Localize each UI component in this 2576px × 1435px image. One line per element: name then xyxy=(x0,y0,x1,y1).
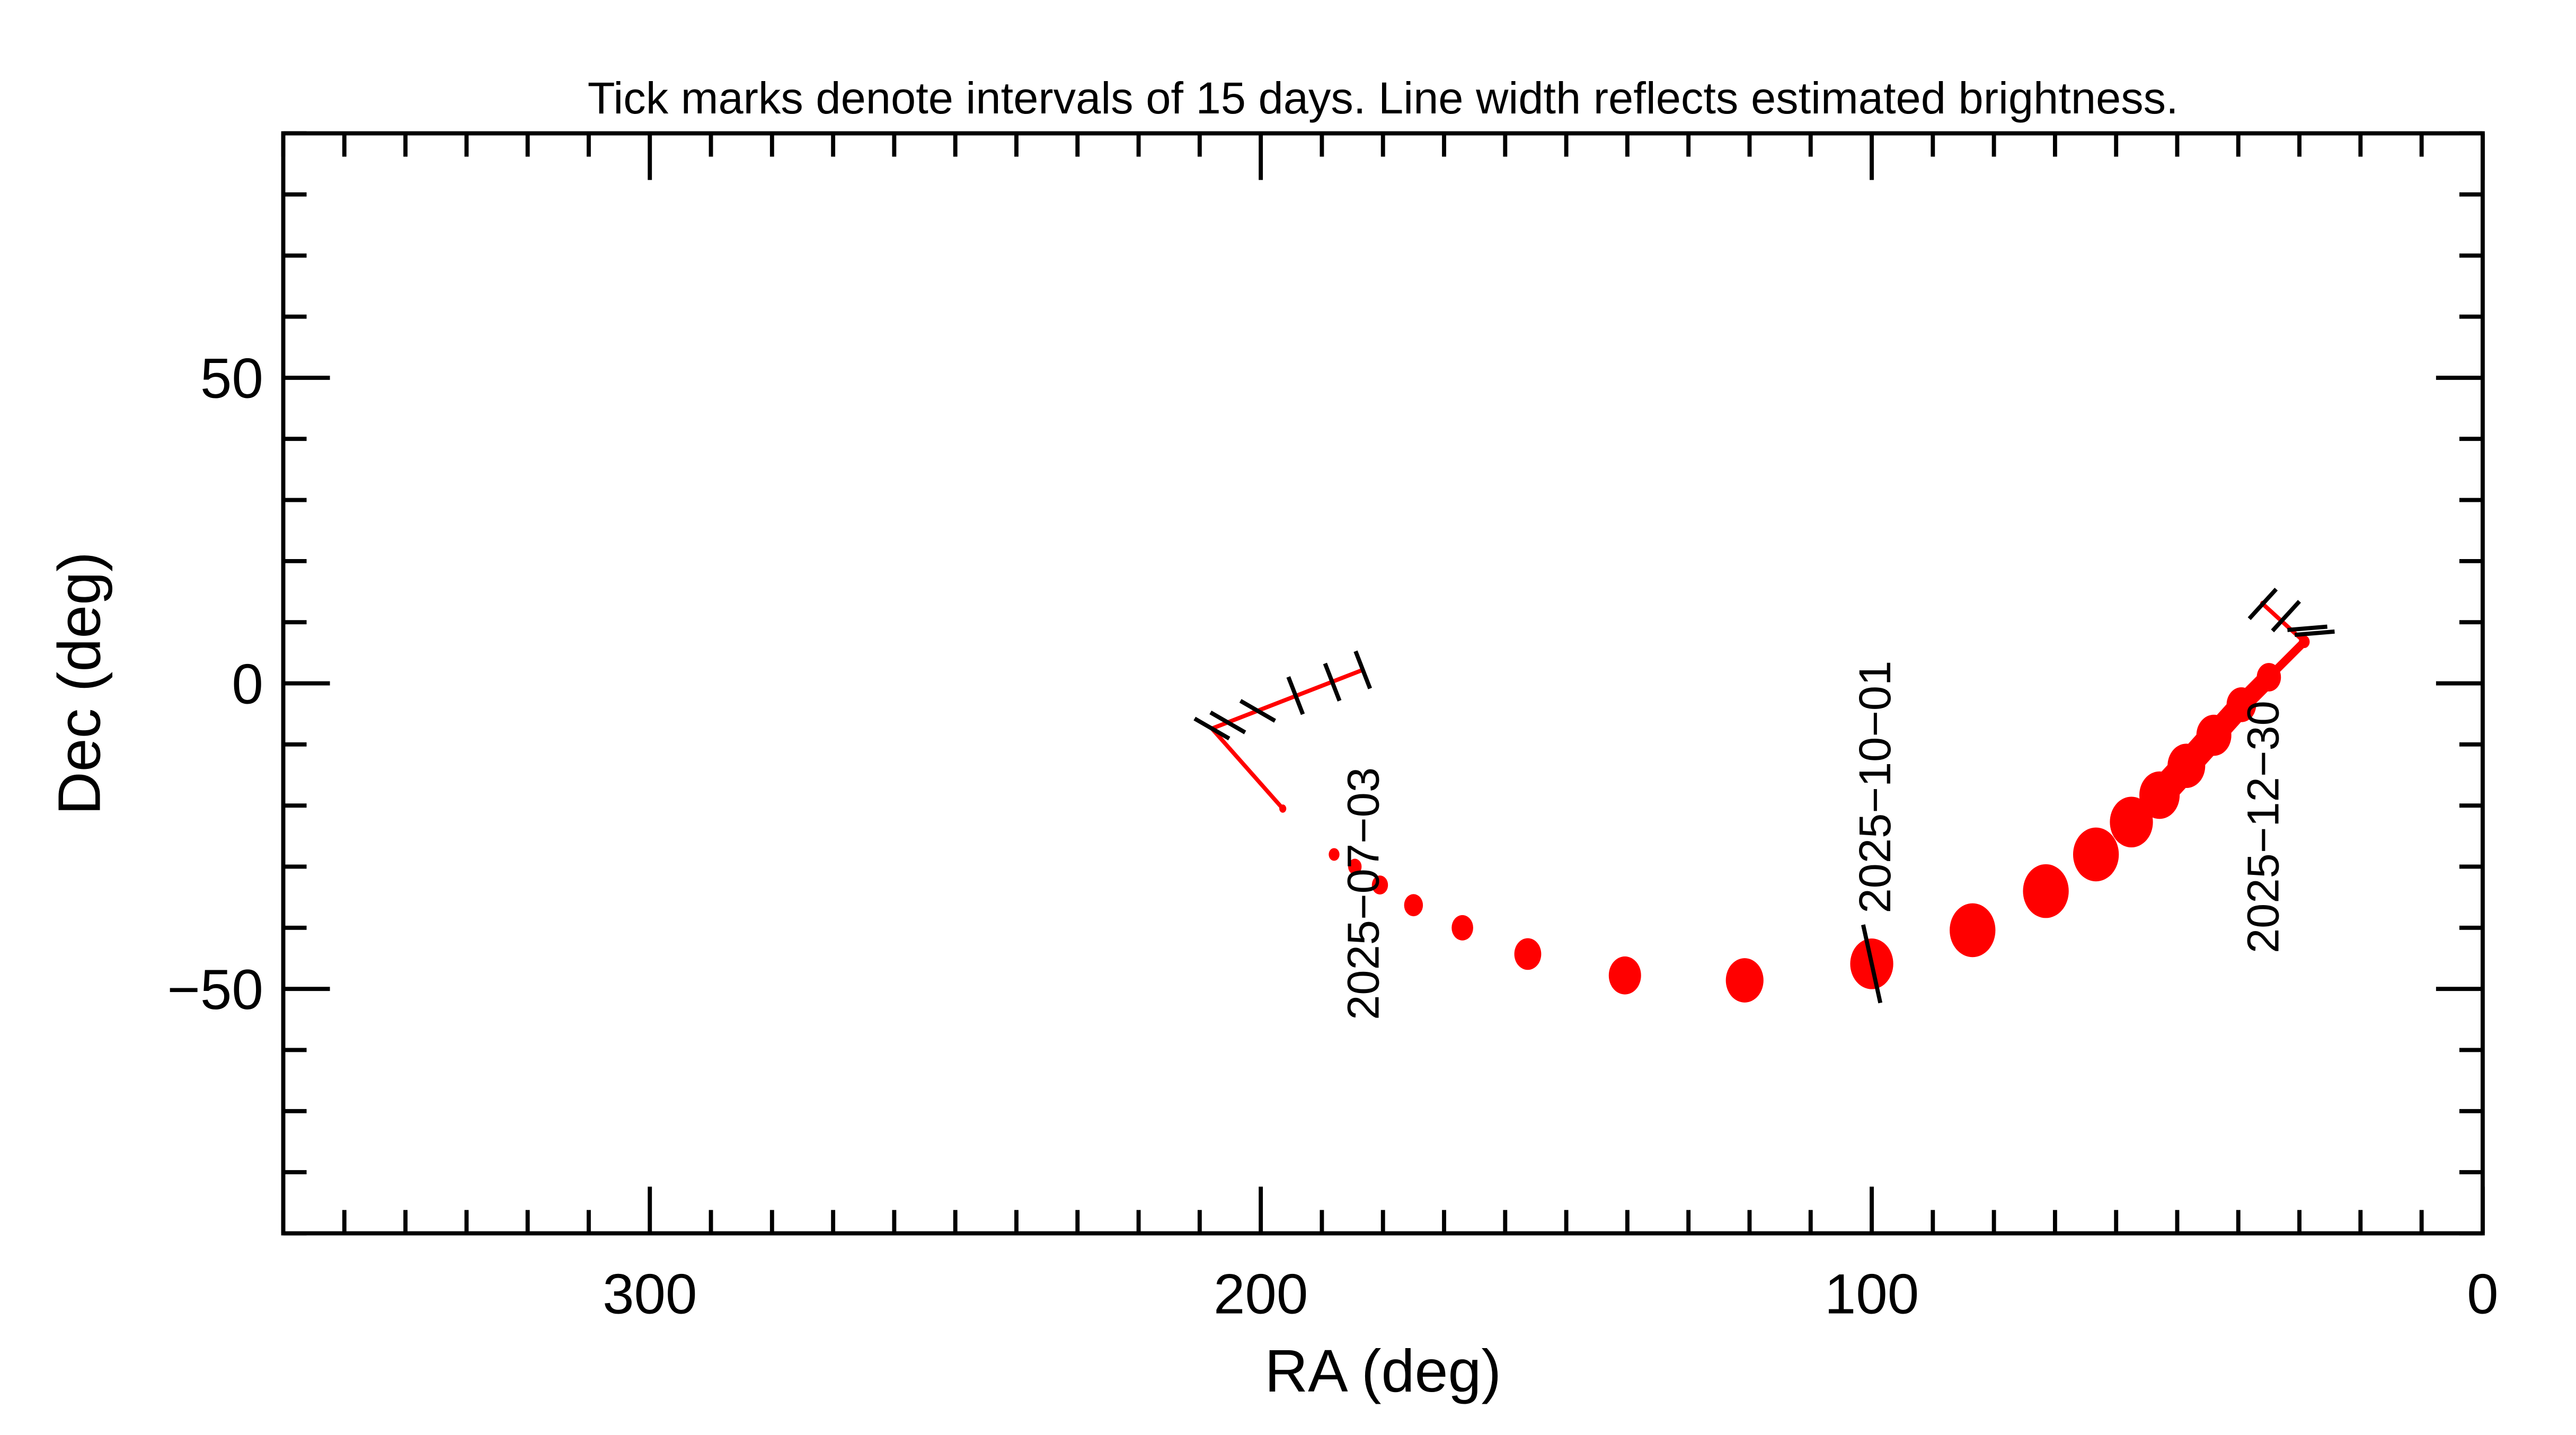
x-axis-label: RA (deg) xyxy=(1264,1337,1501,1404)
track-point xyxy=(1279,804,1287,813)
date-label: 2025−12−30 xyxy=(2237,701,2288,953)
track-point xyxy=(2226,687,2256,722)
interval-tick xyxy=(1209,711,1246,734)
y-tick-label: 50 xyxy=(200,347,263,410)
track-point xyxy=(1725,958,1764,1003)
track-point xyxy=(2256,663,2281,692)
interval-tick xyxy=(2287,624,2327,632)
y-axis-label: Dec (deg) xyxy=(46,552,113,815)
comet-track xyxy=(1210,600,2310,1003)
interval-tick xyxy=(2271,600,2301,633)
track-point xyxy=(1329,848,1340,861)
track-point xyxy=(1451,915,1473,941)
interval-tick xyxy=(2247,588,2278,621)
track-point xyxy=(2139,771,2180,819)
track-point xyxy=(1371,875,1388,895)
interval-tick xyxy=(1286,676,1305,715)
interval-tick xyxy=(1353,650,1373,689)
x-tick-label: 300 xyxy=(603,1262,697,1325)
interval-tick xyxy=(2294,629,2335,637)
date-labels: 2025−07−03 2025−10−01 2025−12−30 xyxy=(1338,661,2288,1020)
track-point xyxy=(1404,894,1423,917)
interval-tick xyxy=(1193,716,1231,741)
y-tick-label: −50 xyxy=(167,958,263,1021)
track-point xyxy=(2196,714,2232,756)
track-point xyxy=(1950,903,1996,958)
interval-ticks xyxy=(1193,588,2335,1004)
track-point xyxy=(2110,796,2153,848)
y-tick-label: 0 xyxy=(232,652,263,715)
x-tick-label: 200 xyxy=(1214,1262,1308,1325)
track-point xyxy=(1514,938,1542,970)
x-tick-label: 0 xyxy=(2467,1262,2498,1325)
interval-tick xyxy=(1323,662,1342,702)
track-point xyxy=(1608,956,1641,995)
interval-tick xyxy=(1861,924,1883,1004)
x-tick-label: 100 xyxy=(1825,1262,1919,1325)
axes: 300 200 100 0 50 0 −50 xyxy=(167,131,2499,1325)
date-label: 2025−10−01 xyxy=(1849,661,1900,914)
track-segment xyxy=(1210,668,1365,731)
track-point xyxy=(2023,864,2069,918)
track-point xyxy=(2073,827,2119,882)
track-point xyxy=(2167,743,2206,789)
date-label: 2025−07−03 xyxy=(1338,767,1388,1020)
track-segment xyxy=(1210,726,1285,811)
chart-title: Tick marks denote intervals of 15 days. … xyxy=(588,73,2179,123)
interval-tick xyxy=(1239,699,1277,723)
track-point xyxy=(2299,635,2310,649)
plot-frame xyxy=(281,131,2485,1236)
track-point xyxy=(1348,858,1362,875)
